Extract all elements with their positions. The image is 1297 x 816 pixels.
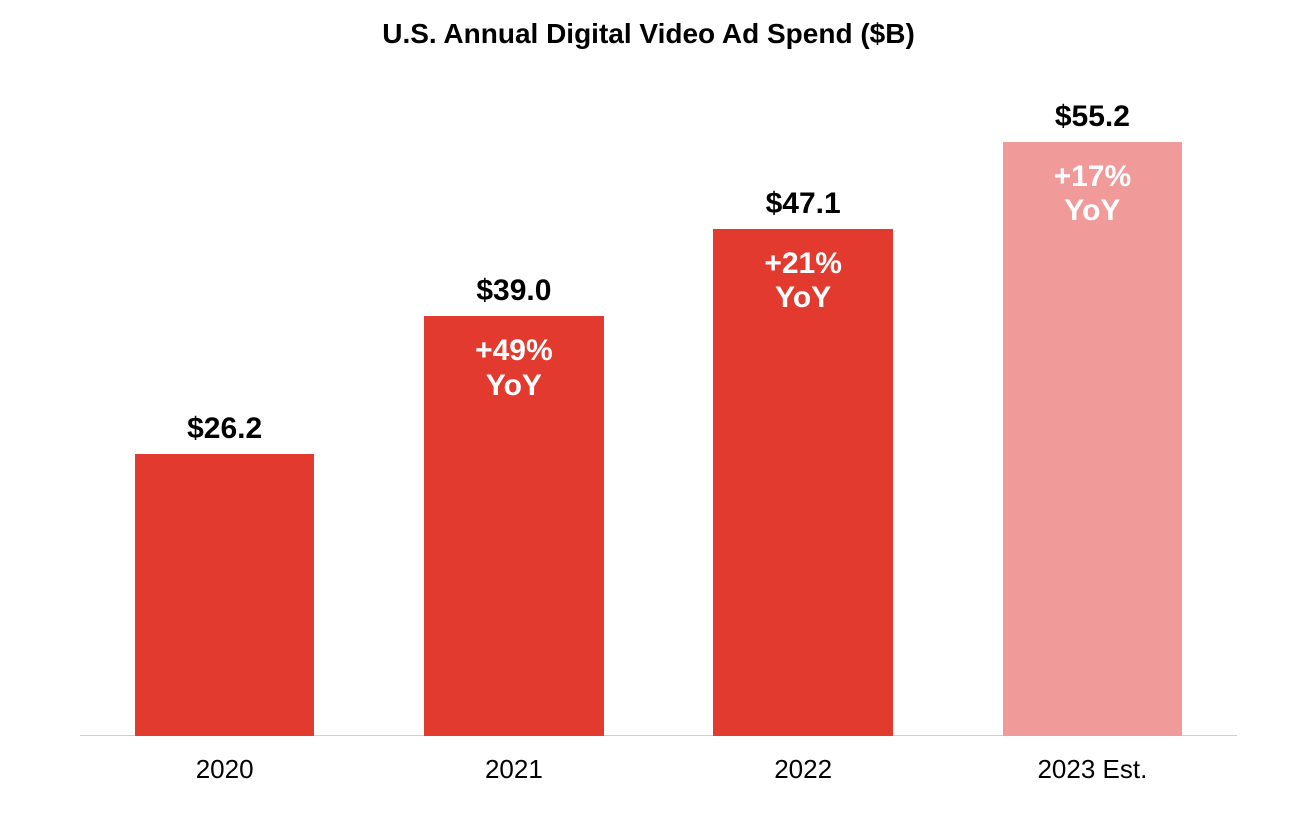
yoy-line1: +21% [764,247,842,280]
bar-value-label: $55.2 [963,100,1222,134]
bar-value-label: $39.0 [384,274,643,308]
yoy-line2: YoY [1064,194,1120,227]
plot-area: $26.2 $39.0 +49% YoY $47.1 +21% [80,90,1237,736]
x-axis-label: 2020 [80,754,369,785]
bar-chart: U.S. Annual Digital Video Ad Spend ($B) … [0,0,1297,816]
bar-yoy-label: +17% YoY [1003,160,1182,229]
bar-slot: $55.2 +17% YoY [1003,90,1182,736]
bar: $26.2 [135,454,314,736]
bar-slot: $47.1 +21% YoY [713,90,892,736]
bar-slot: $26.2 [135,90,314,736]
bar: $47.1 +21% YoY [713,229,892,736]
chart-title: U.S. Annual Digital Video Ad Spend ($B) [0,18,1297,50]
bar-yoy-label: +21% YoY [713,247,892,316]
bar: $55.2 +17% YoY [1003,142,1182,736]
yoy-line2: YoY [775,281,831,314]
x-axis-label: 2022 [659,754,948,785]
x-axis-label: 2023 Est. [948,754,1237,785]
bar-value-label: $26.2 [95,412,354,446]
bar: $39.0 +49% YoY [424,316,603,736]
yoy-line1: +17% [1054,160,1132,193]
yoy-line2: YoY [486,369,542,402]
bar-value-label: $47.1 [673,187,932,221]
x-axis-label: 2021 [369,754,658,785]
bar-slot: $39.0 +49% YoY [424,90,603,736]
bar-yoy-label: +49% YoY [424,334,603,403]
yoy-line1: +49% [475,334,553,367]
